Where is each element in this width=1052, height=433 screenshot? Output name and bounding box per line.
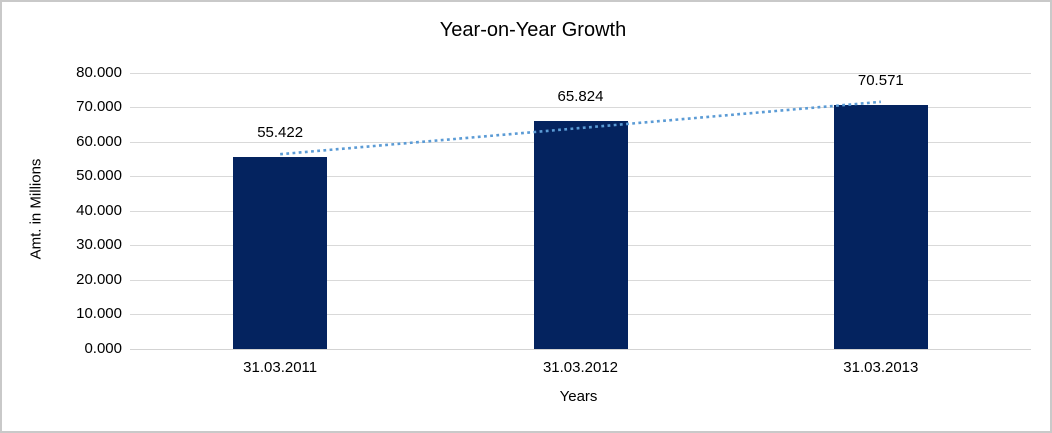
y-tick-label: 70.000 (76, 98, 122, 116)
x-axis-title: Years (559, 388, 598, 405)
bar (833, 105, 928, 349)
y-tick-label: 0.000 (84, 340, 122, 357)
bar (233, 157, 328, 349)
x-axis-line (130, 349, 1031, 350)
x-tick-label: 31.03.2013 (843, 359, 919, 376)
chart-title: Year-on-Year Growth (439, 19, 627, 41)
y-tick-label: 30.000 (76, 236, 122, 254)
y-tick-label: 80.000 (76, 63, 122, 81)
gridline (130, 72, 1031, 74)
y-tick-label: 60.000 (76, 132, 122, 150)
bar (533, 121, 628, 349)
y-tick-label: 50.000 (76, 167, 122, 185)
y-tick-label: 20.000 (76, 270, 122, 288)
y-tick-label: 10.000 (76, 305, 122, 323)
gridline (130, 107, 1031, 109)
data-label: 55.422 (257, 124, 304, 142)
data-label: 70.571 (857, 72, 904, 90)
trendline-segment (280, 100, 881, 156)
x-tick-label: 31.03.2012 (542, 359, 619, 376)
data-label: 65.824 (557, 88, 604, 106)
y-tick-label: 40.000 (76, 201, 122, 219)
x-tick-label: 31.03.2011 (243, 359, 318, 376)
